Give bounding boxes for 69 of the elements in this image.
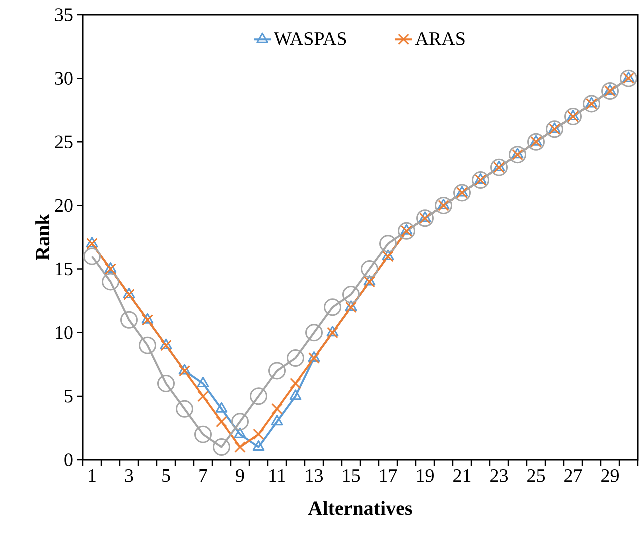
point: [620, 70, 638, 88]
x-tick-label: 5: [162, 470, 170, 482]
point: [198, 390, 209, 402]
point: [268, 362, 286, 380]
point: [528, 133, 546, 151]
x-tick-label: 9: [236, 470, 244, 482]
point: [306, 324, 324, 342]
y-tick-label: 20: [55, 199, 73, 212]
x-tick-label: 7: [200, 470, 208, 482]
point: [120, 311, 138, 329]
point: [139, 336, 156, 354]
point: [290, 390, 302, 400]
point: [84, 248, 101, 266]
point: [564, 108, 582, 126]
point: [271, 415, 284, 426]
x-tick-label: 21: [454, 470, 471, 482]
point: [398, 222, 416, 240]
point: [216, 402, 228, 413]
point: [509, 146, 527, 164]
y-tick-label: 5: [65, 390, 73, 403]
point: [583, 95, 601, 113]
point: [213, 438, 231, 456]
point: [234, 442, 246, 453]
point: [342, 286, 360, 304]
point: [216, 416, 228, 428]
point: [602, 82, 620, 100]
point: [250, 388, 268, 406]
point: [158, 374, 176, 392]
x-axis-title: Alternatives: [308, 501, 412, 516]
x-tick-label: 13: [306, 470, 324, 482]
point: [324, 298, 342, 316]
y-tick-label: 35: [55, 8, 73, 22]
x-tick-label: 27: [564, 470, 582, 482]
y-tick-label: 25: [55, 136, 73, 149]
x-tick-label: 3: [125, 470, 134, 482]
point: [234, 428, 246, 438]
y-tick-label: 15: [56, 262, 73, 276]
y-tick-label: 10: [56, 326, 73, 340]
y-axis-title: Rank: [36, 214, 50, 260]
point: [416, 210, 434, 228]
point: [490, 158, 508, 176]
y-tick-label: 0: [64, 454, 73, 466]
point: [232, 413, 250, 431]
point: [197, 376, 210, 388]
point: [361, 260, 379, 278]
x-tick-label: 17: [380, 470, 398, 482]
point: [287, 350, 305, 368]
x-tick-label: 29: [602, 470, 619, 482]
x-tick-label: 23: [490, 470, 508, 482]
x-tick-label: 11: [270, 470, 286, 482]
point: [546, 120, 564, 138]
point: [435, 196, 453, 214]
point: [472, 172, 490, 190]
x-tick-label: 15: [343, 470, 360, 482]
point: [176, 400, 194, 418]
point: [253, 428, 264, 440]
point: [252, 440, 265, 452]
legend-label: ARAS: [415, 32, 465, 46]
point: [272, 403, 283, 415]
point: [380, 235, 398, 253]
point: [102, 273, 120, 291]
legend-label: WASPAS: [274, 32, 346, 46]
y-tick-label: 30: [55, 72, 73, 85]
point: [290, 378, 302, 390]
point: [454, 184, 472, 202]
point: [194, 426, 212, 444]
x-tick-label: 1: [89, 470, 96, 482]
x-tick-label: 25: [528, 470, 546, 482]
x-tick-label: 19: [417, 470, 434, 482]
